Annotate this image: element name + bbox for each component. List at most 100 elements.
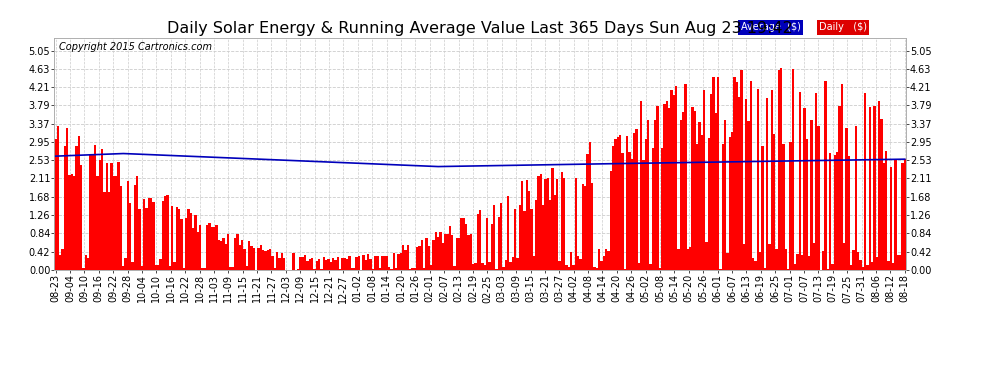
Bar bbox=[887, 261, 890, 270]
Bar bbox=[353, 268, 355, 270]
Bar bbox=[512, 257, 514, 270]
Bar bbox=[773, 134, 775, 270]
Bar bbox=[761, 146, 763, 270]
Bar bbox=[817, 126, 820, 270]
Bar bbox=[407, 245, 409, 270]
Bar bbox=[864, 93, 866, 270]
Bar bbox=[218, 240, 220, 270]
Bar bbox=[335, 260, 337, 270]
Bar bbox=[451, 235, 453, 270]
Bar bbox=[194, 215, 197, 270]
Bar bbox=[201, 268, 204, 270]
Bar bbox=[178, 209, 180, 270]
Bar bbox=[724, 120, 727, 270]
Bar bbox=[374, 256, 376, 270]
Bar bbox=[672, 95, 675, 270]
Bar bbox=[832, 264, 834, 270]
Bar bbox=[542, 206, 545, 270]
Bar bbox=[168, 266, 171, 270]
Bar bbox=[636, 129, 638, 270]
Bar bbox=[213, 227, 216, 270]
Bar bbox=[486, 218, 488, 270]
Bar bbox=[796, 254, 799, 270]
Bar bbox=[570, 252, 572, 270]
Bar bbox=[766, 98, 768, 270]
Bar bbox=[710, 94, 712, 270]
Bar bbox=[526, 180, 528, 270]
Bar bbox=[159, 259, 161, 270]
Bar bbox=[103, 192, 106, 270]
Bar bbox=[558, 261, 560, 270]
Bar bbox=[682, 112, 684, 270]
Bar bbox=[397, 254, 400, 270]
Bar bbox=[579, 259, 581, 270]
Bar bbox=[273, 268, 276, 270]
Bar bbox=[859, 260, 861, 270]
Bar bbox=[371, 269, 374, 270]
Bar bbox=[426, 238, 428, 270]
Bar bbox=[631, 159, 633, 270]
Bar bbox=[144, 199, 146, 270]
Bar bbox=[199, 225, 201, 270]
Bar bbox=[78, 136, 80, 270]
Bar bbox=[80, 165, 82, 270]
Bar bbox=[127, 181, 129, 270]
Bar bbox=[787, 269, 789, 270]
Bar bbox=[134, 185, 136, 270]
Bar bbox=[842, 243, 845, 270]
Bar bbox=[237, 234, 239, 270]
Bar bbox=[244, 249, 246, 270]
Bar bbox=[108, 192, 111, 270]
Bar bbox=[388, 267, 390, 270]
Bar bbox=[603, 256, 605, 270]
Bar bbox=[453, 266, 455, 270]
Bar bbox=[775, 249, 777, 270]
Bar bbox=[549, 200, 551, 270]
Bar bbox=[780, 69, 782, 270]
Bar bbox=[847, 156, 849, 270]
Bar bbox=[861, 267, 864, 270]
Bar bbox=[507, 196, 509, 270]
Bar bbox=[591, 183, 593, 270]
Bar bbox=[593, 267, 596, 270]
Bar bbox=[197, 232, 199, 270]
Bar bbox=[357, 256, 360, 270]
Bar bbox=[675, 86, 677, 270]
Bar bbox=[328, 259, 330, 270]
Bar bbox=[801, 255, 803, 270]
Bar bbox=[339, 269, 342, 270]
Bar bbox=[633, 133, 636, 270]
Text: Average  ($): Average ($) bbox=[741, 22, 801, 32]
Bar bbox=[465, 224, 467, 270]
Bar bbox=[204, 268, 206, 270]
Bar bbox=[171, 206, 173, 270]
Bar bbox=[638, 264, 640, 270]
Bar bbox=[540, 174, 542, 270]
Bar bbox=[278, 258, 281, 270]
Bar bbox=[187, 210, 190, 270]
Bar bbox=[472, 264, 474, 270]
Bar bbox=[292, 253, 295, 270]
Bar bbox=[266, 250, 269, 270]
Bar bbox=[794, 264, 796, 270]
Bar bbox=[299, 257, 302, 270]
Bar bbox=[729, 137, 731, 270]
Bar bbox=[670, 90, 672, 270]
Bar bbox=[259, 245, 262, 270]
Bar bbox=[136, 176, 139, 270]
Bar bbox=[622, 153, 624, 270]
Bar bbox=[433, 240, 435, 270]
Bar bbox=[416, 247, 419, 270]
Bar bbox=[901, 163, 904, 270]
Bar bbox=[803, 108, 806, 270]
Bar bbox=[276, 252, 278, 270]
Bar bbox=[311, 258, 314, 270]
Bar bbox=[825, 81, 827, 270]
Bar bbox=[404, 250, 407, 270]
Bar bbox=[679, 120, 682, 270]
Bar bbox=[364, 260, 367, 270]
Bar bbox=[747, 121, 749, 270]
Bar bbox=[878, 101, 880, 270]
Bar bbox=[505, 260, 507, 270]
Bar bbox=[754, 261, 756, 270]
